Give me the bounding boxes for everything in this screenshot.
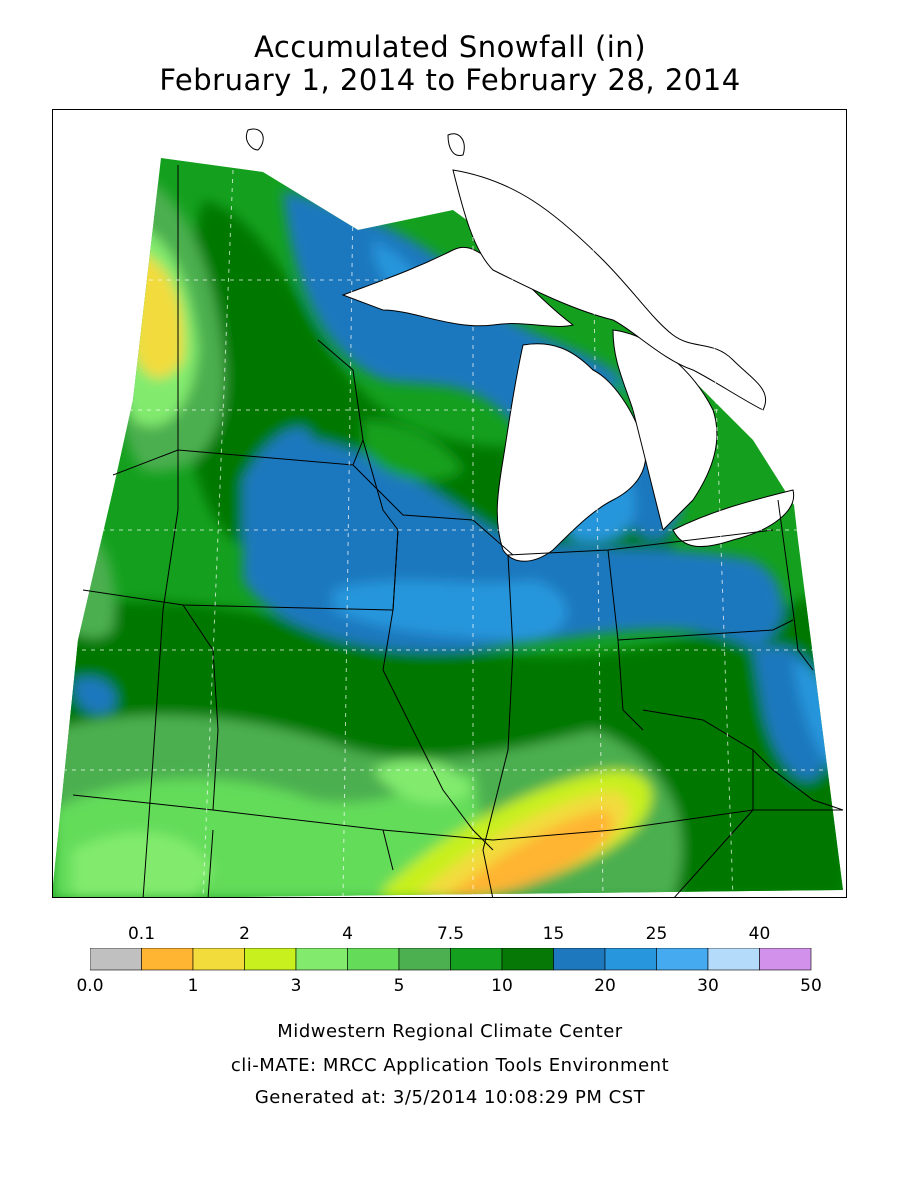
legend-lower-label: 3 [290,976,302,996]
legend-lower-label: 30 [697,976,719,996]
map-subtitle-date-range: February 1, 2014 to February 28, 2014 [159,63,741,97]
color-legend: 0.1 2 4 7.5 15 25 40 0.0 1 3 5 10 20 30 50 [0,920,900,1000]
legend-upper-label: 2 [239,924,250,944]
legend-swatch [295,948,348,971]
legend-swatch [450,948,503,971]
legend-upper-label: 25 [645,924,668,944]
legend-swatch [398,948,451,971]
legend-upper-label: 4 [342,924,353,944]
map-title: Accumulated Snowfall (in) [253,30,647,64]
legend-swatch [759,948,812,971]
legend-swatch [90,948,142,971]
snowfall-map [52,109,847,898]
legend-upper-label: 40 [748,924,771,944]
footer-generated-time: Generated at: 3/5/2014 10:08:29 PM CST [254,1087,646,1108]
legend-lower-label: 5 [393,976,405,996]
snowfall-map-canvas [53,128,844,897]
legend-swatch [656,948,709,971]
legend-swatch [604,948,657,971]
legend-lower-label: 20 [594,976,616,996]
great-lakes [245,128,795,562]
legend-swatch [553,948,606,971]
legend-swatch [707,948,760,971]
legend-swatch [501,948,554,971]
state-boundaries [72,165,844,897]
legend-swatch [141,948,194,971]
legend-upper-label: 0.1 [127,924,156,944]
footer-organization: Midwestern Regional Climate Center [277,1021,623,1042]
legend-upper-label: 15 [542,924,565,944]
legend-color-bar [90,948,812,971]
lat-lon-grid [63,169,843,897]
legend-lower-label: 0.0 [76,976,104,996]
legend-lower-label: 1 [187,976,199,996]
legend-upper-label: 7.5 [436,924,465,944]
legend-swatch [244,948,297,971]
legend-swatch [347,948,400,971]
legend-swatch [192,948,245,971]
legend-lower-label: 50 [800,976,822,996]
snowfall-contours [53,158,843,897]
footer-application: cli-MATE: MRCC Application Tools Environ… [230,1055,670,1076]
legend-lower-label: 10 [491,976,513,996]
